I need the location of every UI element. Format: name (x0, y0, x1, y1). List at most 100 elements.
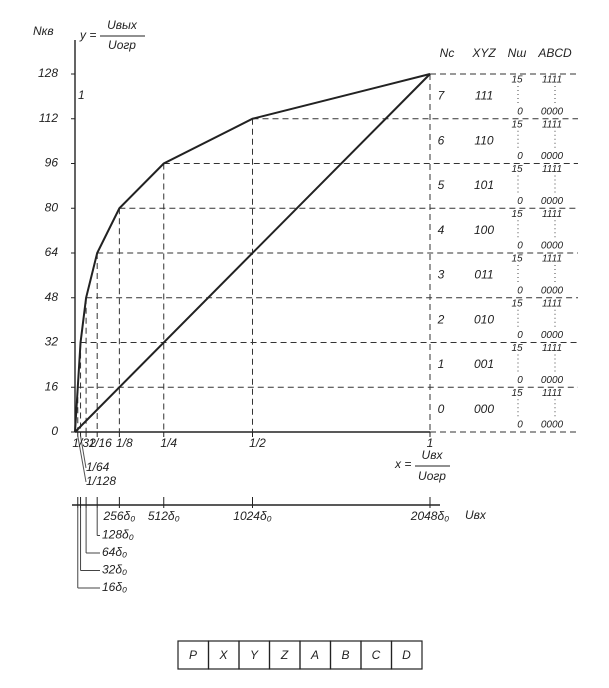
xyz: 101 (474, 178, 494, 192)
n-min: 0 (517, 330, 523, 341)
y-tick-label: 48 (45, 290, 59, 304)
x2-tick-label: 256δ₀ (103, 509, 136, 523)
code-cell (390, 640, 423, 670)
leader (77, 435, 87, 483)
abcd-max: 1111 (542, 254, 562, 265)
nc: 1 (438, 357, 445, 371)
abcd-min: 0000 (541, 196, 564, 207)
y-tick-label: 64 (45, 245, 59, 259)
code-letter: Z (280, 648, 289, 662)
xyz: 011 (474, 268, 493, 282)
abcd-min: 0000 (541, 420, 564, 431)
x-formula-den: Uогр (418, 469, 446, 483)
nc: 5 (438, 178, 445, 192)
y-formula-num: Uвых (107, 18, 138, 32)
abcd-min: 0000 (541, 330, 564, 341)
abcd-min: 0000 (541, 241, 564, 252)
xyz: 010 (474, 312, 494, 326)
xyz: 000 (474, 402, 494, 416)
abcd-max: 1111 (542, 343, 562, 354)
n-max: 15 (511, 388, 523, 399)
abcd-min: 0000 (541, 375, 564, 386)
y-tick-label: 80 (45, 200, 59, 214)
n-min: 0 (517, 375, 523, 386)
xyz: 110 (474, 133, 493, 147)
n-min: 0 (517, 196, 523, 207)
code-letter: D (402, 648, 411, 662)
n-max: 15 (511, 254, 523, 265)
table-header: ABCD (537, 46, 572, 60)
xyz: 111 (475, 89, 493, 103)
n-min: 0 (517, 285, 523, 296)
x-tick-label: 1/2 (249, 436, 266, 450)
nc: 7 (438, 89, 446, 103)
code-letter: C (372, 648, 381, 662)
table-header: Nc (440, 46, 455, 60)
n-max: 15 (511, 164, 523, 175)
x2-tick-label: 1024δ₀ (233, 509, 271, 523)
x-tick-label: 1 (427, 436, 434, 450)
code-letter: B (341, 648, 349, 662)
n-min: 0 (517, 106, 523, 117)
x-formula-num: Uвх (422, 448, 444, 462)
n-min: 0 (517, 151, 523, 162)
xyz: 001 (474, 357, 494, 371)
corner-label: 1 (78, 88, 85, 102)
code-letter: A (310, 648, 319, 662)
xyz: 100 (474, 223, 494, 237)
leader (80, 435, 87, 469)
x2-tick-label: 128δ₀ (102, 528, 134, 542)
y-tick-label: 16 (45, 379, 59, 393)
table-header: XYZ (471, 46, 496, 60)
code-letter: Y (250, 648, 259, 662)
y-tick-label: 128 (38, 66, 58, 80)
n-min: 0 (517, 420, 523, 431)
abcd-max: 1111 (542, 164, 562, 175)
abcd-max: 1111 (542, 298, 562, 309)
line-series (74, 73, 431, 433)
nc: 4 (438, 223, 445, 237)
nc: 3 (438, 268, 445, 282)
abcd-min: 0000 (541, 151, 564, 162)
abcd-min: 0000 (541, 285, 564, 296)
x2-tick-label: 64δ₀ (102, 545, 127, 559)
n-max: 15 (511, 343, 523, 354)
y-tick-label: 32 (45, 335, 59, 349)
abcd-max: 1111 (542, 119, 562, 130)
n-max: 15 (511, 119, 523, 130)
x-tick-label: 1/8 (116, 436, 133, 450)
y-formula-lhs: y = (79, 28, 96, 42)
table-header: Nш (508, 46, 527, 60)
x-tick-label: 1/64 (86, 460, 110, 474)
x-formula-lhs: x = (394, 457, 411, 471)
nc: 2 (437, 312, 445, 326)
x2-axis-label: Uвх (465, 508, 487, 522)
y-axis-label: Nкв (33, 24, 54, 38)
x2-tick-label: 2048δ₀ (410, 509, 449, 523)
n-max: 15 (511, 75, 523, 86)
line-series (74, 73, 431, 433)
x2-tick-label: 16δ₀ (102, 580, 127, 594)
y-tick-label: 96 (45, 156, 59, 170)
code-letter: P (189, 648, 197, 662)
y-tick-label: 0 (51, 424, 58, 438)
x-tick-label: 1/16 (89, 436, 113, 450)
x-tick-label: 1/32 (72, 436, 96, 450)
abcd-max: 1111 (542, 75, 562, 86)
abcd-max: 1111 (542, 209, 562, 220)
n-max: 15 (511, 298, 523, 309)
n-min: 0 (517, 241, 523, 252)
y-formula-den: Uогр (108, 38, 136, 52)
y-tick-label: 112 (39, 111, 58, 125)
code-letter: X (218, 648, 228, 662)
nc: 0 (438, 402, 445, 416)
n-max: 15 (511, 209, 523, 220)
abcd-max: 1111 (542, 388, 562, 399)
x2-tick-label: 512δ₀ (148, 509, 180, 523)
abcd-min: 0000 (541, 106, 564, 117)
x-tick-label: 1/4 (160, 436, 177, 450)
nc: 6 (438, 133, 445, 147)
